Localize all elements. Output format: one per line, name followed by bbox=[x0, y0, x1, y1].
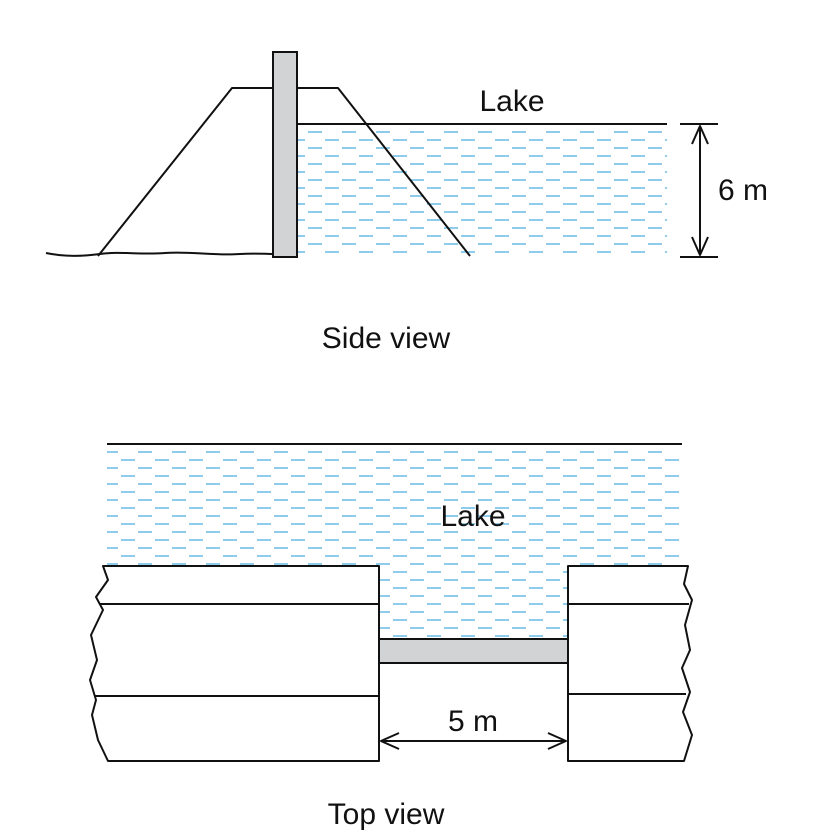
depth-arrow-up bbox=[691, 125, 709, 145]
side-view-lake-label: Lake bbox=[479, 85, 544, 118]
width-arrow-left bbox=[380, 732, 400, 750]
top-view-water bbox=[107, 445, 682, 567]
top-view-lake-label: Lake bbox=[440, 500, 505, 533]
gate-side bbox=[272, 51, 298, 258]
gate-top bbox=[378, 638, 569, 664]
width-arrow-right bbox=[547, 732, 567, 750]
left-wall bbox=[89, 565, 380, 762]
top-view: Lake 5 m Top view bbox=[89, 443, 693, 831]
side-view-water bbox=[297, 125, 667, 257]
side-view: Lake 6 m Side view bbox=[45, 51, 768, 355]
top-view-caption: Top view bbox=[328, 798, 445, 831]
channel-water bbox=[379, 565, 568, 639]
depth-label: 6 m bbox=[718, 174, 768, 207]
side-view-caption: Side view bbox=[322, 322, 451, 355]
right-wall bbox=[567, 565, 693, 762]
depth-arrow-down bbox=[691, 236, 709, 256]
width-label: 5 m bbox=[448, 705, 498, 738]
embankment-left bbox=[97, 87, 273, 257]
embankment-right bbox=[297, 87, 471, 257]
ground-line bbox=[45, 251, 274, 257]
